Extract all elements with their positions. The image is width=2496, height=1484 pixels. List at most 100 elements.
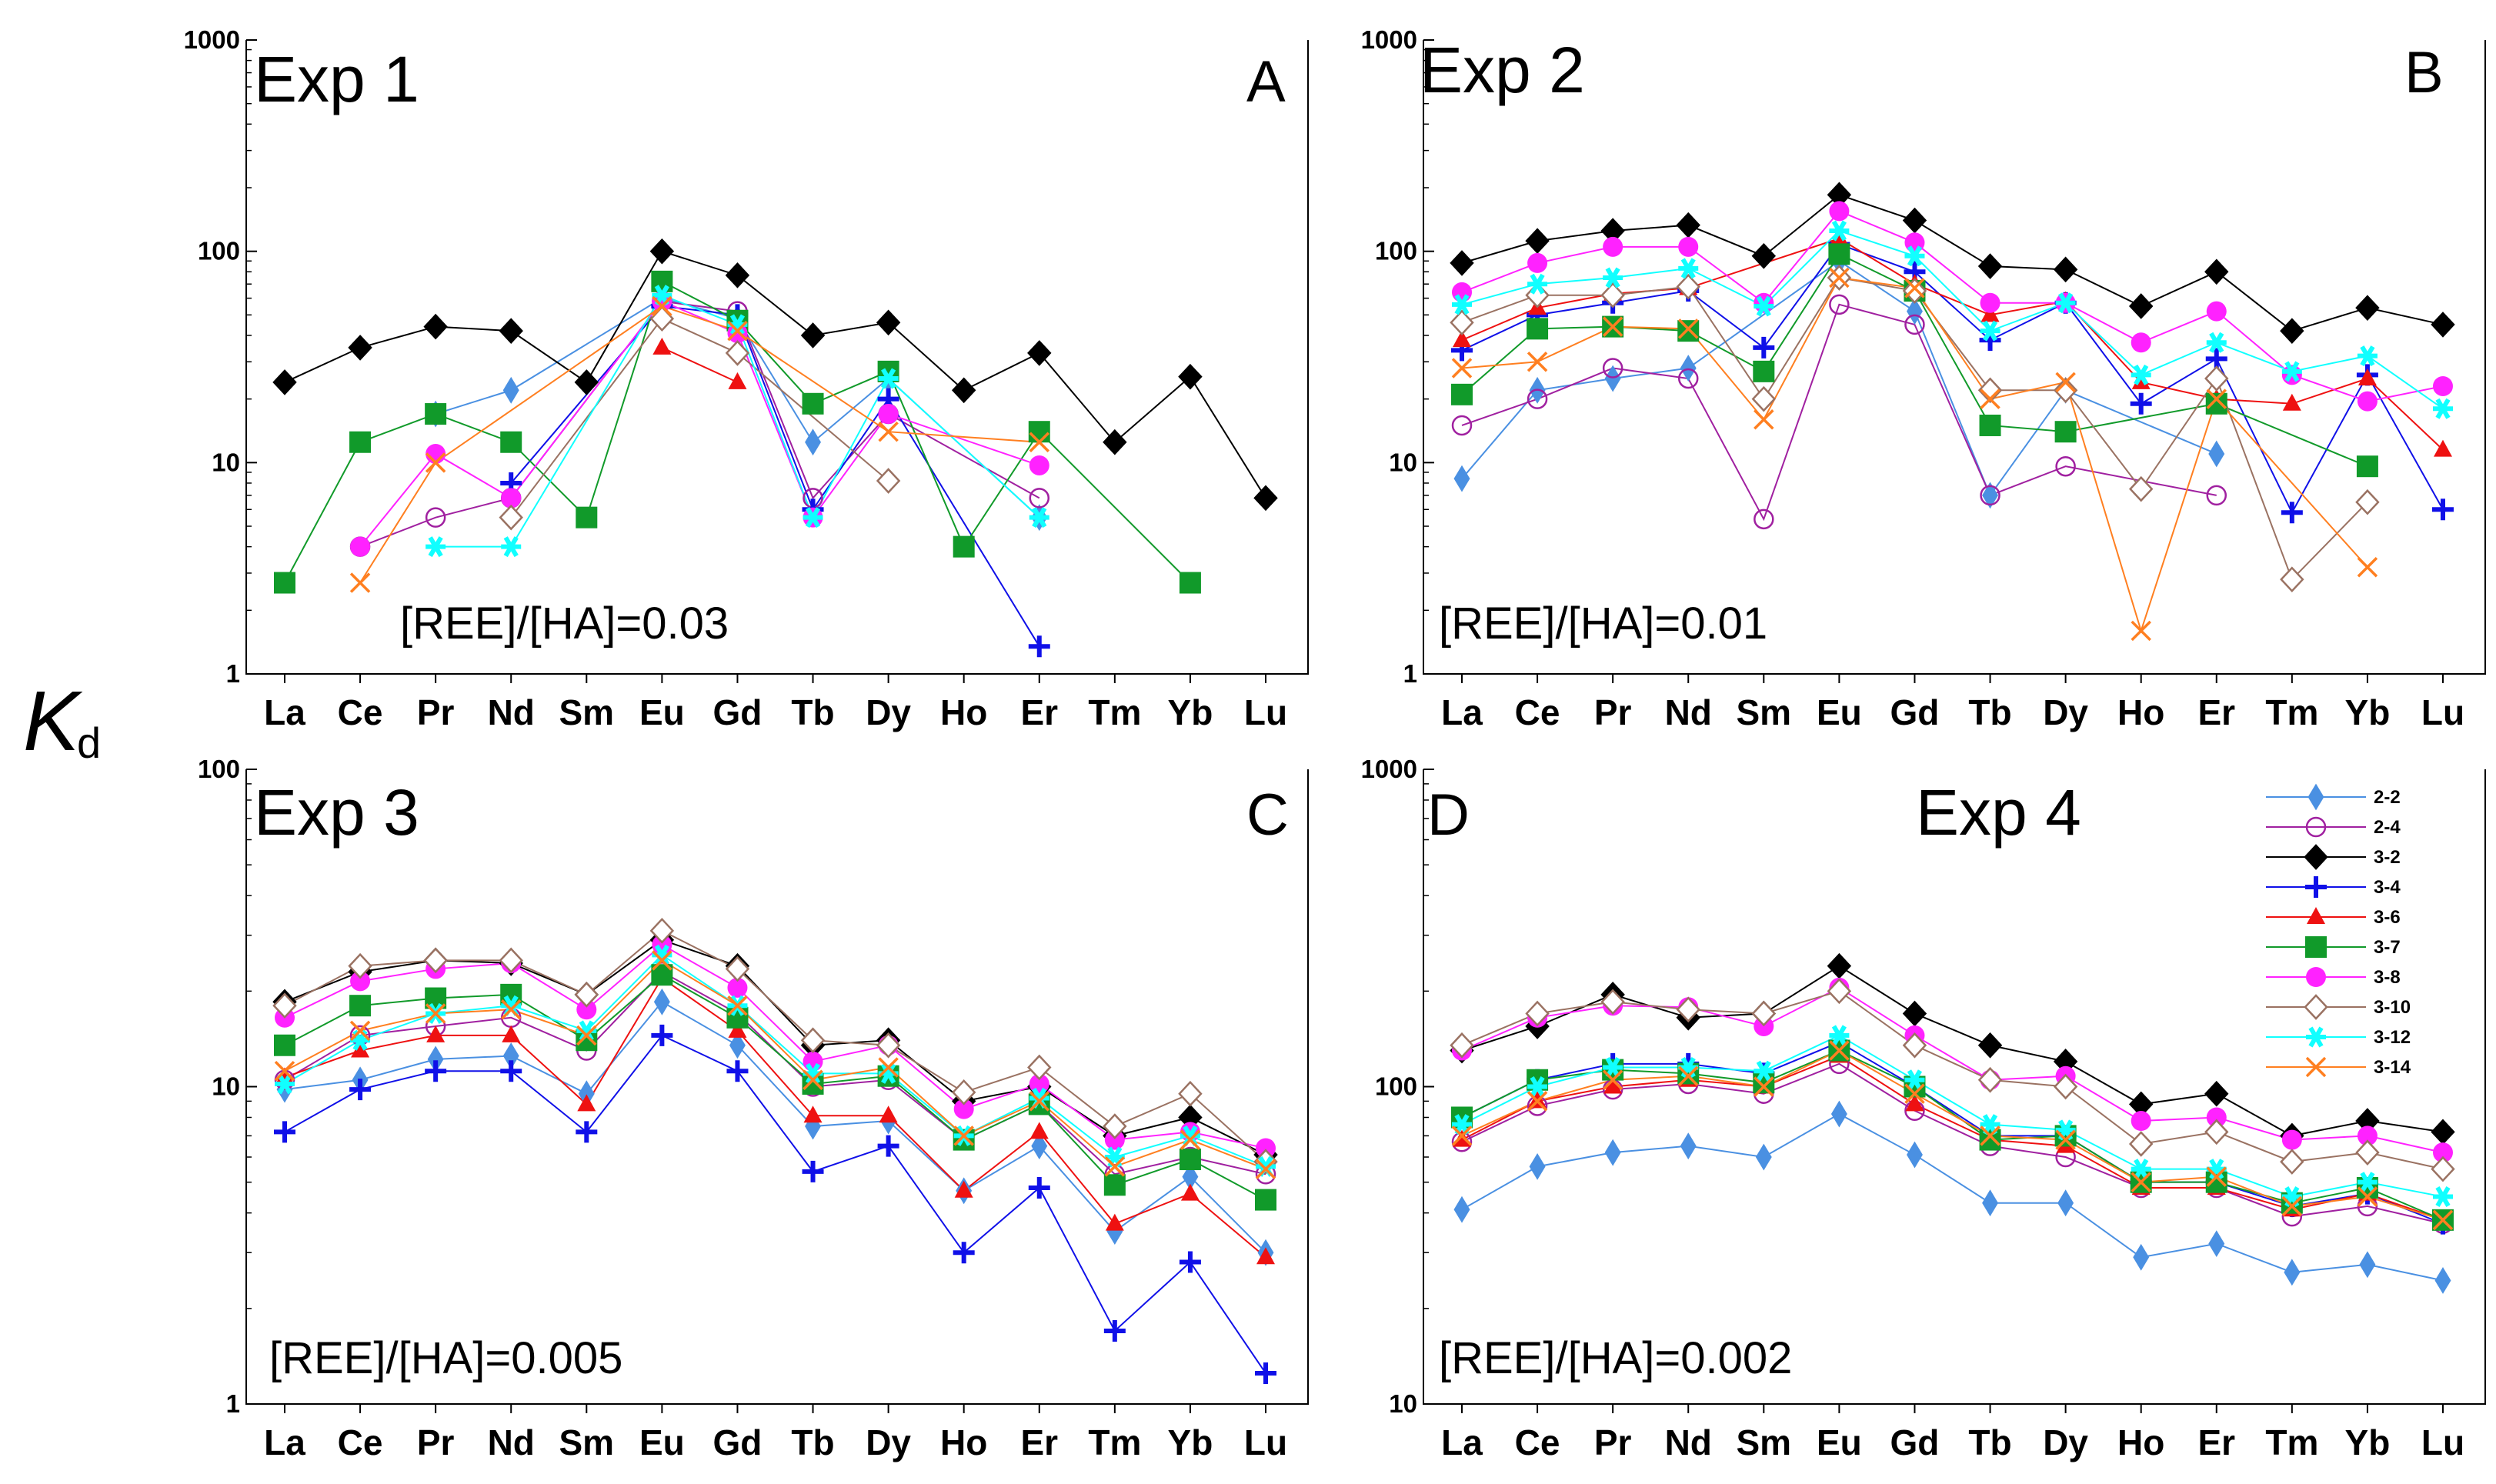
x-tick-label: Pr [1594,1422,1632,1462]
data-point-3-10 [800,1027,826,1054]
x-tick-label: Nd [1665,692,1712,732]
data-point-3-8 [2131,1111,2151,1132]
data-point-3-10 [2280,1149,2304,1175]
data-point-3-6 [728,372,747,389]
ratio-annotation: [REE]/[HA]=0.01 [1439,599,1767,649]
data-point-2-4 [2206,485,2227,506]
data-point-3-14 [1029,432,1050,452]
y-tick-label: 100 [198,755,240,783]
series-line-3-7 [284,280,1191,584]
data-point-3-2 [2053,256,2078,283]
data-point-3-7 [349,431,372,453]
data-point-3-8 [878,404,899,425]
data-point-2-2 [2284,1259,2301,1286]
y-axis-label-main: K [23,674,83,769]
x-tick-label: Pr [417,692,455,732]
data-point-3-6 [1905,1094,1924,1112]
data-point-3-14 [878,421,899,442]
data-point-3-12 [1829,220,1850,242]
series-line-3-12 [1461,229,2444,410]
legend-marker [2304,994,2328,1020]
series-line-3-6 [284,976,1266,1259]
legend-item: 3-12 [2266,1026,2411,1048]
data-point-3-14 [1754,409,1774,430]
y-tick-label: 1000 [1361,755,1417,783]
data-point-3-4 [425,1060,447,1082]
data-point-2-2 [2208,1230,2225,1258]
y-tick-label: 1000 [1361,25,1417,54]
data-point-3-10 [1600,989,1625,1015]
data-point-3-7 [1255,1189,1276,1211]
data-point-3-2 [1253,485,1278,512]
data-point-2-2 [1830,1100,1847,1128]
data-point-3-7 [1979,1129,2001,1151]
legend-item: 3-4 [2266,876,2401,898]
y-axis-label: K d [23,674,101,769]
data-point-3-10 [1676,273,1700,300]
data-point-3-2 [574,369,599,395]
x-tick-label: Sm [559,1422,615,1462]
data-point-3-7 [1828,243,1850,265]
x-tick-label: Lu [2421,1422,2464,1462]
series-line-3-4 [1461,243,2444,515]
x-tick-label: Tm [2265,1422,2318,1462]
data-point-3-10 [2431,1156,2455,1182]
data-point-3-14 [1980,1126,2000,1146]
data-point-3-12 [2206,332,2227,353]
data-point-3-10 [2053,1073,2078,1100]
data-point-3-14 [1754,1076,1774,1097]
data-point-3-8 [1678,236,1699,257]
data-point-3-10 [2128,1131,2154,1157]
y-tick-label: 100 [198,237,240,265]
data-point-3-7 [651,270,673,292]
data-point-3-8 [1452,282,1472,302]
data-point-3-6 [1180,1183,1200,1201]
data-point-2-2 [2359,1251,2376,1279]
x-tick-label: Gd [713,692,762,732]
data-point-3-12 [1980,320,2000,342]
data-point-3-7 [1179,1149,1201,1171]
data-point-3-8 [953,1099,974,1119]
data-point-3-6 [1029,1122,1049,1139]
data-point-3-12 [425,536,446,558]
data-point-3-6 [2358,368,2377,386]
data-point-3-14 [2357,557,2378,578]
data-point-3-4 [576,1121,598,1143]
data-point-2-2 [1907,298,1923,325]
data-point-3-12 [878,368,899,389]
data-point-2-2 [1982,482,1998,509]
data-point-3-2 [1827,952,1852,979]
data-point-3-2 [1178,363,1203,390]
legend-item: 2-2 [2266,783,2401,811]
x-tick-label: Eu [1817,692,1862,732]
x-tick-label: Tb [791,1422,834,1462]
data-point-3-2 [1103,429,1127,455]
data-point-3-2 [800,322,826,348]
data-point-3-6 [1603,1076,1623,1094]
data-point-2-4 [1527,389,1548,409]
data-point-3-2 [1525,228,1550,254]
data-point-3-7 [500,431,522,453]
data-point-3-6 [728,1020,747,1038]
data-point-3-12 [1754,295,1774,317]
data-point-2-2 [2133,1243,2150,1271]
x-tick-label: Tm [1088,692,1141,732]
data-point-3-7 [1179,572,1201,594]
data-point-3-2 [1977,253,2003,279]
data-point-2-4 [1677,368,1699,389]
data-point-3-7 [1677,320,1700,342]
data-point-3-6 [1980,305,2000,322]
x-tick-label: La [264,1422,305,1462]
x-tick-label: Sm [1737,692,1792,732]
data-point-2-2 [2208,440,2225,468]
panel-letter: B [2404,40,2444,105]
data-point-3-2 [1977,1032,2003,1059]
series-line-3-2 [1461,194,2444,332]
x-tick-label: Er [2197,692,2235,732]
chart-panel-a: 1 10 100 1000 La Ce Pr Nd Sm Eu Gd Tb Dy Ho Er Tm Yb Lu Ex… [184,25,1309,732]
series-line-3-8 [1461,210,2444,402]
x-tick-label: Gd [713,1422,762,1462]
data-point-3-14 [1180,1129,1201,1150]
legend-marker [2306,967,2326,987]
